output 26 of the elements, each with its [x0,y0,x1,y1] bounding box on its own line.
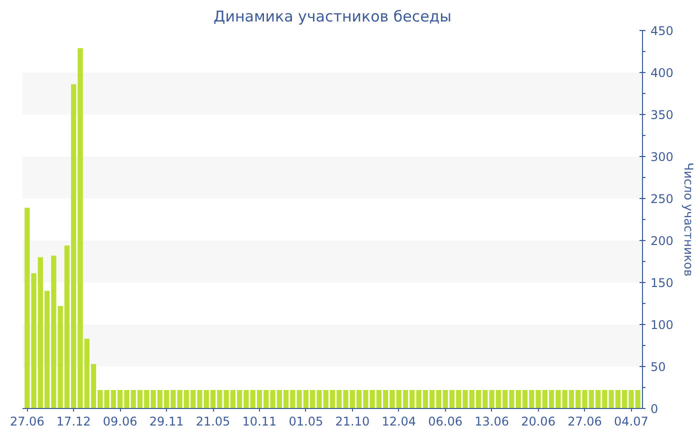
x-tick-label: 27.06 [10,414,44,428]
x-tick-label: 12.04 [382,414,416,428]
y-tick-label: 350 [650,108,674,122]
x-tick-label: 13.06 [474,414,509,428]
y-tick-label: 400 [650,66,674,80]
y-tick-label: 200 [650,234,674,248]
x-tick-label: 10.11 [242,414,277,428]
chart-title: Динамика участников беседы [213,8,452,26]
y-tick-label: 100 [650,318,674,332]
y-tick-label: 250 [650,192,674,206]
y-tick-label: 300 [650,150,674,164]
x-tick-label: 09.06 [102,414,138,428]
x-tick-label: 21.10 [335,414,370,428]
x-tick-label: 01.05 [288,414,324,428]
y-tick-label: 0 [650,402,658,416]
x-tick-label: 06.06 [428,414,463,428]
y-tick-label: 50 [650,360,666,374]
y-axis-title: Число участников [681,162,696,276]
x-tick-label: 17.12 [56,414,91,428]
x-tick-label: 20.06 [521,414,556,428]
y-tick-label: 150 [650,276,674,290]
y-tick-label: 450 [650,24,674,38]
x-tick-label: 29.11 [149,414,184,428]
x-tick-label: 21.05 [196,414,230,428]
x-tick-label: 27.06 [568,414,602,428]
x-tick-label: 04.07 [614,414,648,428]
